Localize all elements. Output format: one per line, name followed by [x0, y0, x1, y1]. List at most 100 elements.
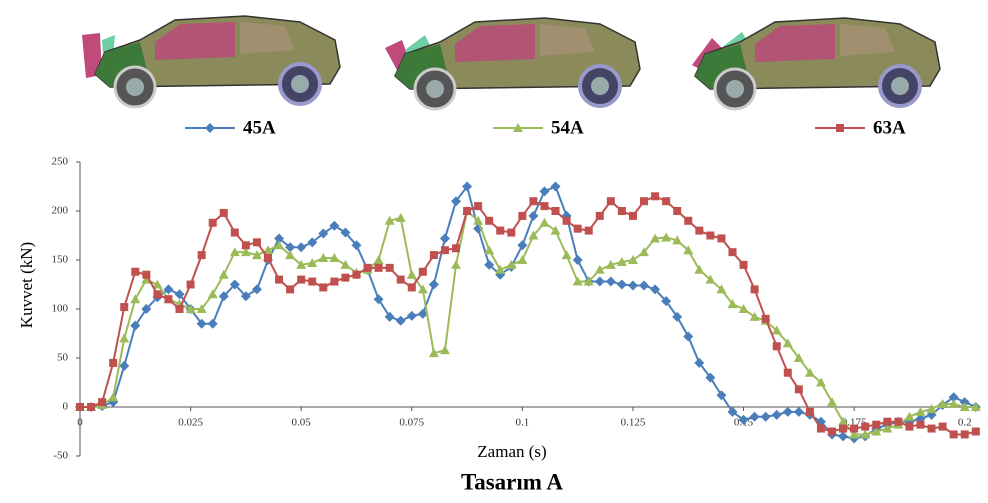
x-tick-label: 0.025 — [178, 417, 203, 429]
marker — [827, 397, 837, 406]
marker — [695, 227, 703, 235]
marker — [651, 192, 659, 200]
marker — [209, 219, 217, 227]
marker — [374, 294, 384, 304]
marker — [76, 403, 84, 411]
marker — [794, 407, 804, 417]
marker — [916, 421, 924, 429]
marker — [286, 285, 294, 293]
marker — [806, 408, 814, 416]
car-image — [385, 18, 640, 109]
marker — [474, 202, 482, 210]
marker — [219, 270, 229, 279]
marker — [539, 218, 549, 227]
marker — [208, 289, 218, 298]
marker — [517, 255, 527, 264]
marker — [751, 285, 759, 293]
marker — [484, 245, 494, 254]
marker — [109, 359, 117, 367]
marker — [341, 274, 349, 282]
y-tick-label: 100 — [52, 303, 69, 315]
marker — [939, 423, 947, 431]
x-tick-label: 0.2 — [958, 417, 972, 429]
marker — [905, 423, 913, 431]
marker — [164, 295, 172, 303]
marker — [364, 264, 372, 272]
legend-label: 45A — [243, 117, 276, 138]
y-tick-label: 150 — [52, 254, 69, 266]
marker — [694, 265, 704, 274]
x-tick-label: 0.125 — [621, 417, 646, 429]
marker — [606, 277, 616, 287]
marker — [386, 264, 394, 272]
legend-item: 45A — [185, 117, 276, 138]
marker — [883, 418, 891, 426]
marker — [839, 425, 847, 433]
marker — [231, 229, 239, 237]
marker — [628, 280, 638, 290]
marker — [120, 303, 128, 311]
x-axis-title: Zaman (s) — [477, 442, 546, 461]
marker — [562, 250, 572, 259]
marker — [928, 425, 936, 433]
marker — [441, 246, 449, 254]
marker — [783, 407, 793, 417]
marker — [319, 283, 327, 291]
marker — [507, 229, 515, 237]
marker — [872, 421, 880, 429]
marker — [950, 430, 958, 438]
x-tick-label: 0.1 — [515, 417, 529, 429]
marker — [817, 425, 825, 433]
marker — [772, 410, 782, 420]
marker — [198, 251, 206, 259]
marker — [528, 211, 538, 221]
marker — [496, 227, 504, 235]
marker — [296, 242, 306, 252]
marker — [639, 280, 649, 290]
marker — [208, 319, 218, 329]
marker — [485, 217, 493, 225]
marker — [375, 264, 383, 272]
marker — [352, 271, 360, 279]
marker — [529, 197, 537, 205]
marker — [119, 333, 129, 342]
marker — [142, 271, 150, 279]
legend-label: 63A — [873, 117, 906, 138]
marker — [762, 315, 770, 323]
marker — [684, 217, 692, 225]
marker — [297, 276, 305, 284]
legend-item: 63A — [815, 117, 906, 138]
marker — [861, 423, 869, 431]
marker — [617, 280, 627, 290]
marker — [618, 207, 626, 215]
marker — [838, 431, 848, 441]
marker — [187, 281, 195, 289]
y-tick-label: 0 — [63, 401, 69, 413]
marker — [673, 207, 681, 215]
marker — [407, 270, 417, 279]
marker — [773, 342, 781, 350]
marker — [517, 240, 527, 250]
marker — [563, 217, 571, 225]
y-axis-title: Kuvvet (kN) — [17, 242, 36, 328]
marker — [440, 345, 450, 354]
marker — [596, 212, 604, 220]
marker — [130, 294, 140, 303]
marker — [828, 428, 836, 436]
marker — [407, 311, 417, 321]
y-tick-label: 200 — [52, 205, 69, 217]
x-tick-label: 0 — [77, 417, 83, 429]
marker — [374, 255, 384, 264]
marker — [894, 418, 902, 426]
marker — [253, 238, 261, 246]
marker — [408, 283, 416, 291]
marker — [220, 209, 228, 217]
legend-marker — [836, 124, 844, 132]
page: Zaman (s) Kuvvet (kN) Tasarım A -5005010… — [0, 0, 988, 503]
x-tick-label: 0.075 — [399, 417, 424, 429]
marker — [629, 212, 637, 220]
marker — [396, 316, 406, 326]
marker — [275, 276, 283, 284]
marker — [640, 197, 648, 205]
marker — [98, 398, 106, 406]
